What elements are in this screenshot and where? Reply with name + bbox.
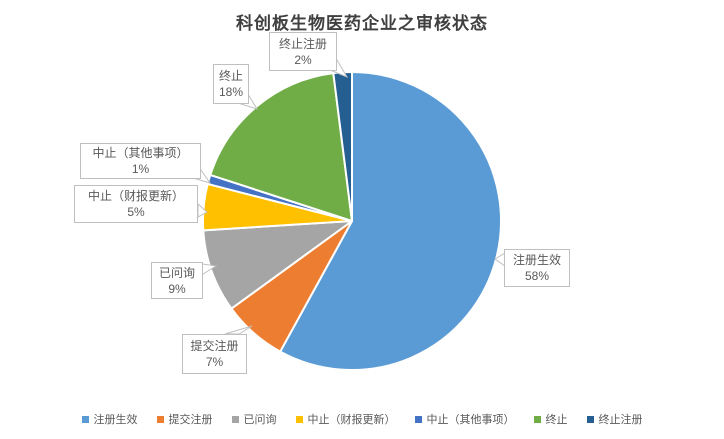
data-label-terminated-registration: 终止注册 2% bbox=[269, 32, 337, 71]
data-label-category: 注册生效 bbox=[512, 253, 561, 267]
data-label-value: 58% bbox=[524, 269, 550, 283]
legend-marker-icon bbox=[156, 415, 164, 423]
data-label-category: 终止 bbox=[218, 69, 243, 83]
data-label-value: 9% bbox=[168, 281, 186, 296]
legend-label: 终止 bbox=[545, 414, 568, 426]
legend-label: 已问询 bbox=[243, 414, 277, 426]
pie-slices bbox=[201, 70, 502, 371]
callout-pointer-suspended-financial bbox=[197, 202, 208, 218]
legend-marker-icon bbox=[586, 415, 594, 423]
legend-item-终止注册: 终止注册 bbox=[586, 411, 643, 427]
data-label-category: 中止（财报更新） bbox=[87, 189, 184, 203]
legend-label: 中止（其他事项） bbox=[426, 414, 515, 426]
data-label-terminated: 终止 18% bbox=[213, 64, 249, 104]
data-label-value: 1% bbox=[131, 162, 150, 176]
data-label-value: 7% bbox=[205, 355, 224, 369]
legend-label: 注册生效 bbox=[93, 414, 138, 426]
legend-item-终止: 终止 bbox=[533, 411, 568, 427]
legend-item-中止（其他事项）: 中止（其他事项） bbox=[414, 411, 515, 427]
legend-marker-icon bbox=[231, 415, 239, 423]
callout-pointer-submitted-registration bbox=[224, 325, 253, 335]
legend-label: 终止注册 bbox=[598, 414, 643, 426]
pie-slice-已问询 bbox=[202, 220, 353, 310]
data-label-submitted-registration: 提交注册 7% bbox=[182, 334, 247, 374]
data-label-suspended-financial-update: 中止（财报更新） 5% bbox=[74, 185, 198, 223]
data-label-category: 终止注册 bbox=[278, 36, 327, 51]
legend-marker-icon bbox=[81, 415, 89, 423]
legend-item-中止（财报更新）: 中止（财报更新） bbox=[295, 411, 396, 427]
legend-marker-icon bbox=[533, 415, 541, 423]
data-label-inquired: 已问询 9% bbox=[151, 262, 203, 299]
data-label-value: 18% bbox=[218, 85, 244, 99]
chart-legend: 注册生效 提交注册 已问询 中止（财报更新） 中止（其他事项） 终止 终止注册 bbox=[0, 411, 724, 427]
data-label-value: 5% bbox=[127, 205, 145, 219]
chart-title: 科创板生物医药企业之审核状态 bbox=[236, 14, 488, 33]
data-label-category: 提交注册 bbox=[190, 339, 239, 353]
legend-marker-icon bbox=[414, 415, 422, 423]
data-label-suspended-other-matters: 中止（其他事项） 1% bbox=[80, 143, 201, 179]
legend-marker-icon bbox=[295, 415, 303, 423]
legend-label: 中止（财报更新） bbox=[307, 414, 396, 426]
legend-item-注册生效: 注册生效 bbox=[81, 411, 138, 427]
pie-slice-终止 bbox=[209, 72, 353, 222]
data-label-category: 已问询 bbox=[158, 265, 195, 280]
legend-item-已问询: 已问询 bbox=[231, 411, 277, 427]
data-label-category: 中止（其他事项） bbox=[92, 146, 189, 160]
legend-item-提交注册: 提交注册 bbox=[156, 411, 213, 427]
legend-label: 提交注册 bbox=[168, 414, 213, 426]
data-label-value: 2% bbox=[294, 52, 312, 67]
data-label-registration-effective: 注册生效 58% bbox=[504, 249, 570, 287]
